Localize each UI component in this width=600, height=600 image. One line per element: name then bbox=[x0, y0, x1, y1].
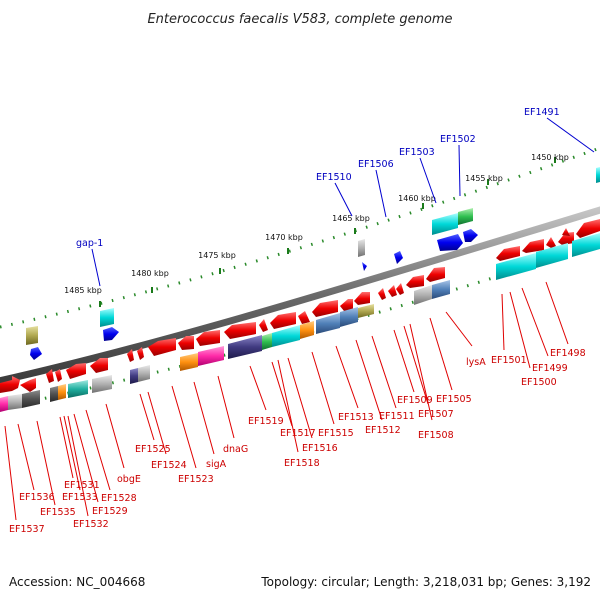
gene-label: EF1537 bbox=[9, 524, 45, 535]
upper-gene-labels: gap-1 EF1510 EF1506 EF1503 EF1502 EF1491 bbox=[76, 107, 595, 287]
scale-label-1465: 1465 kbp bbox=[332, 214, 370, 223]
gene-label: EF1523 bbox=[178, 474, 214, 485]
gene-label: EF1503 bbox=[399, 147, 435, 158]
scale-track-upper bbox=[0, 146, 600, 329]
gene-block bbox=[432, 213, 458, 235]
gene-label: EF1511 bbox=[379, 411, 415, 422]
gene-label: EF1509 bbox=[397, 395, 433, 406]
gene-label: EF1506 bbox=[358, 159, 394, 170]
gene-label: obgE bbox=[117, 474, 141, 485]
gene-label: EF1535 bbox=[40, 507, 76, 518]
chromosome-backbone bbox=[0, 206, 600, 385]
gene-label: EF1533 bbox=[62, 492, 98, 503]
gene-label: EF1500 bbox=[521, 377, 557, 388]
gene-label: EF1524 bbox=[151, 460, 187, 471]
gene-arrow bbox=[437, 234, 463, 251]
scale-label-1480: 1480 kbp bbox=[131, 269, 169, 278]
scale-label-1450: 1450 kbp bbox=[531, 153, 569, 162]
gene-label: EF1529 bbox=[92, 506, 128, 517]
gene-block bbox=[26, 326, 38, 345]
scale-label-1455: 1455 kbp bbox=[465, 174, 503, 183]
gene-block bbox=[100, 308, 114, 327]
gene-label: lysA bbox=[466, 357, 486, 368]
accession-label: Accession: NC_004668 bbox=[9, 575, 145, 589]
gene-label: EF1536 bbox=[19, 492, 55, 503]
gene-label: EF1519 bbox=[248, 416, 284, 427]
gene-label: dnaG bbox=[223, 444, 248, 455]
gene-label: EF1501 bbox=[491, 355, 527, 366]
gene-label: gap-1 bbox=[76, 238, 103, 249]
inner-strand-arrows bbox=[0, 219, 600, 393]
gene-arrow bbox=[362, 262, 367, 271]
gene-label: EF1491 bbox=[524, 107, 560, 118]
gene-arrow bbox=[463, 229, 478, 242]
gene-label: EF1516 bbox=[302, 443, 338, 454]
gene-label: EF1508 bbox=[418, 430, 454, 441]
gene-block bbox=[458, 208, 473, 225]
gene-label: EF1513 bbox=[338, 412, 374, 423]
gene-arrow bbox=[394, 251, 403, 264]
gene-block bbox=[596, 167, 600, 183]
lower-gene-labels: EF1537 EF1536 EF1535 EF1531 EF1533 EF153… bbox=[4, 281, 586, 535]
genome-summary: Topology: circular; Length: 3,218,031 bp… bbox=[260, 575, 591, 589]
gene-label: EF1518 bbox=[284, 458, 320, 469]
gene-label: EF1499 bbox=[532, 363, 568, 374]
gene-label: EF1507 bbox=[418, 409, 454, 420]
genome-title: Enterococcus faecalis V583, complete gen… bbox=[147, 12, 452, 27]
scale-label-1460: 1460 kbp bbox=[398, 194, 436, 203]
gene-label: EF1528 bbox=[101, 493, 137, 504]
gene-label: EF1510 bbox=[316, 172, 352, 183]
gene-label: EF1517 bbox=[280, 428, 316, 439]
gene-label: EF1502 bbox=[440, 134, 476, 145]
gene-label: EF1505 bbox=[436, 394, 472, 405]
gene-block bbox=[358, 239, 365, 257]
scale-label-1475: 1475 kbp bbox=[198, 251, 236, 260]
scale-labels: 1485 kbp 1480 kbp 1475 kbp 1470 kbp 1465… bbox=[64, 153, 569, 295]
outer-strand-genes bbox=[26, 167, 600, 360]
scale-label-1470: 1470 kbp bbox=[265, 233, 303, 242]
gene-arrow bbox=[30, 347, 42, 360]
gene-label: sigA bbox=[206, 459, 227, 470]
inner-strand-blocks bbox=[0, 233, 600, 412]
scale-label-1485: 1485 kbp bbox=[64, 286, 102, 295]
gene-label: EF1525 bbox=[135, 444, 171, 455]
gene-label: EF1532 bbox=[73, 519, 109, 530]
gene-label: EF1498 bbox=[550, 348, 586, 359]
gene-label: EF1515 bbox=[318, 428, 354, 439]
scale-major-ticks bbox=[99, 157, 556, 307]
gene-label: EF1512 bbox=[365, 425, 401, 436]
gene-arrow bbox=[103, 327, 119, 341]
